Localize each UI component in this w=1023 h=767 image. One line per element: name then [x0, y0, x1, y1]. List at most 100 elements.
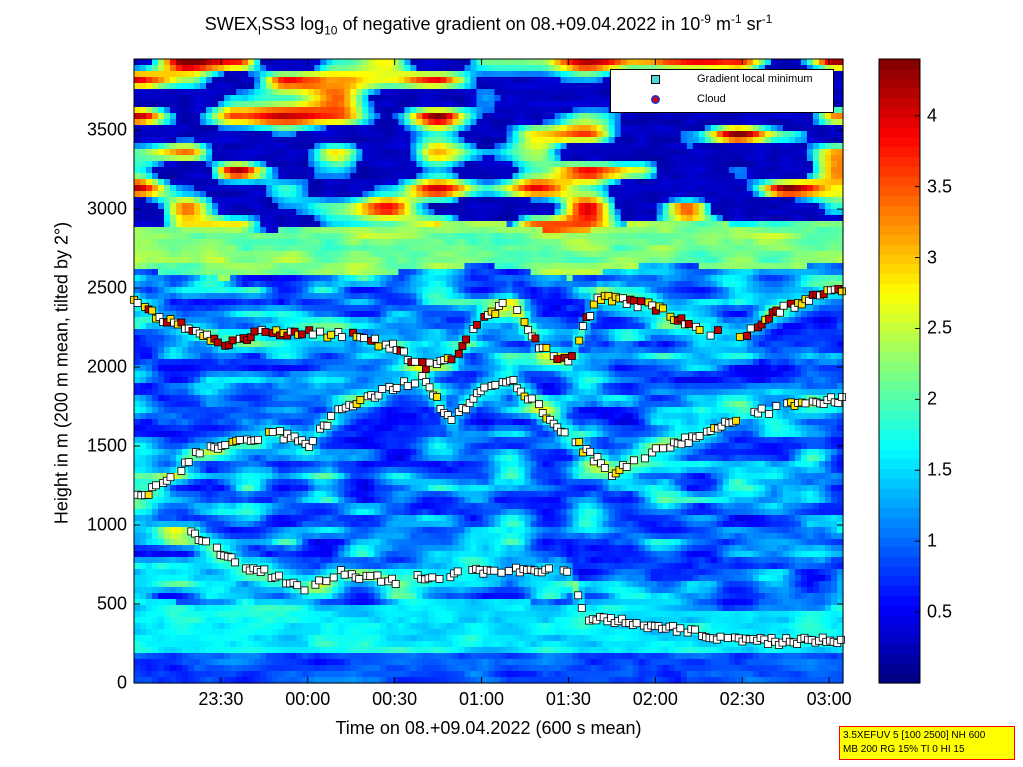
heatmap-cell [194, 395, 201, 402]
heatmap-cell [182, 275, 189, 282]
heatmap-cell [134, 515, 141, 522]
heatmap-cell [368, 323, 375, 330]
heatmap-cell [302, 155, 309, 162]
heatmap-cell [320, 437, 327, 444]
heatmap-cell [296, 497, 303, 504]
heatmap-cell [308, 413, 315, 420]
heatmap-cell [392, 485, 399, 492]
heatmap-cell [176, 245, 183, 252]
heatmap-cell [158, 587, 165, 594]
heatmap-cell [362, 605, 369, 612]
heatmap-cell [242, 173, 249, 180]
heatmap-cell [164, 665, 171, 672]
heatmap-cell [242, 413, 249, 420]
heatmap-cell [212, 377, 219, 384]
heatmap-cell [386, 125, 393, 132]
heatmap-cell [326, 125, 333, 132]
heatmap-cell [152, 557, 159, 564]
heatmap-cell [242, 545, 249, 552]
heatmap-cell [386, 437, 393, 444]
heatmap-cell [308, 203, 315, 210]
heatmap-cell [134, 335, 141, 342]
heatmap-cell [278, 539, 285, 546]
heatmap-cell [296, 377, 303, 384]
heatmap-cell [248, 479, 255, 486]
heatmap-cell [350, 251, 357, 258]
heatmap-cell [134, 269, 141, 276]
heatmap-cell [236, 557, 243, 564]
heatmap-cell [188, 473, 195, 480]
heatmap-cell [320, 647, 327, 654]
heatmap-cell [272, 635, 279, 642]
heatmap-cell [206, 569, 213, 576]
heatmap-cell [200, 203, 207, 210]
heatmap-cell [164, 347, 171, 354]
heatmap-cell [206, 167, 213, 174]
heatmap-cell [320, 599, 327, 606]
heatmap-cell [200, 431, 207, 438]
heatmap-cell [296, 407, 303, 414]
heatmap-cell [380, 677, 387, 684]
heatmap-cell [200, 653, 207, 660]
heatmap-cell [188, 245, 195, 252]
heatmap-cell [140, 407, 147, 414]
heatmap-cell [140, 335, 147, 342]
heatmap-cell [338, 503, 345, 510]
heatmap-cell [194, 125, 201, 132]
heatmap-cell [206, 311, 213, 318]
heatmap-cell [338, 491, 345, 498]
heatmap-cell [350, 629, 357, 636]
heatmap-cell [368, 113, 375, 120]
heatmap-cell [278, 293, 285, 300]
heatmap-cell [278, 197, 285, 204]
heatmap-cell [194, 293, 201, 300]
heatmap-cell [320, 65, 327, 72]
heatmap-cell [230, 305, 237, 312]
heatmap-cell [404, 89, 411, 96]
heatmap-cell [404, 455, 411, 462]
heatmap-cell [146, 173, 153, 180]
heatmap-cell [218, 425, 225, 432]
heatmap-cell [164, 137, 171, 144]
heatmap-cell [386, 215, 393, 222]
heatmap-cell [404, 629, 411, 636]
heatmap-cell [284, 125, 291, 132]
heatmap-cell [242, 479, 249, 486]
heatmap-cell [200, 455, 207, 462]
heatmap-cell [296, 449, 303, 456]
heatmap-cell [302, 569, 309, 576]
heatmap-cell [332, 389, 339, 396]
heatmap-cell [146, 605, 153, 612]
heatmap-cell [260, 479, 267, 486]
heatmap-cell [392, 407, 399, 414]
heatmap-cell [146, 263, 153, 270]
heatmap-cell [248, 227, 255, 234]
heatmap-cell [194, 623, 201, 630]
heatmap-cell [356, 245, 363, 252]
heatmap-cell [230, 311, 237, 318]
heatmap-cell [326, 221, 333, 228]
heatmap-cell [260, 311, 267, 318]
heatmap-cell [302, 305, 309, 312]
heatmap-cell [170, 431, 177, 438]
heatmap-cell [296, 221, 303, 228]
heatmap-cell [254, 503, 261, 510]
heatmap-cell [236, 137, 243, 144]
heatmap-cell [158, 185, 165, 192]
heatmap-cell [134, 179, 141, 186]
heatmap-cell [188, 311, 195, 318]
heatmap-cell [362, 251, 369, 258]
heatmap-cell [374, 209, 381, 216]
heatmap-cell [326, 515, 333, 522]
heatmap-cell [386, 455, 393, 462]
heatmap-cell [176, 545, 183, 552]
heatmap-cell [242, 245, 249, 252]
heatmap-cell [242, 89, 249, 96]
heatmap-cell [392, 257, 399, 264]
heatmap-cell [194, 593, 201, 600]
heatmap-cell [302, 59, 309, 66]
heatmap-cell [290, 629, 297, 636]
heatmap-cell [164, 635, 171, 642]
heatmap-cell [302, 323, 309, 330]
heatmap-cell [278, 95, 285, 102]
